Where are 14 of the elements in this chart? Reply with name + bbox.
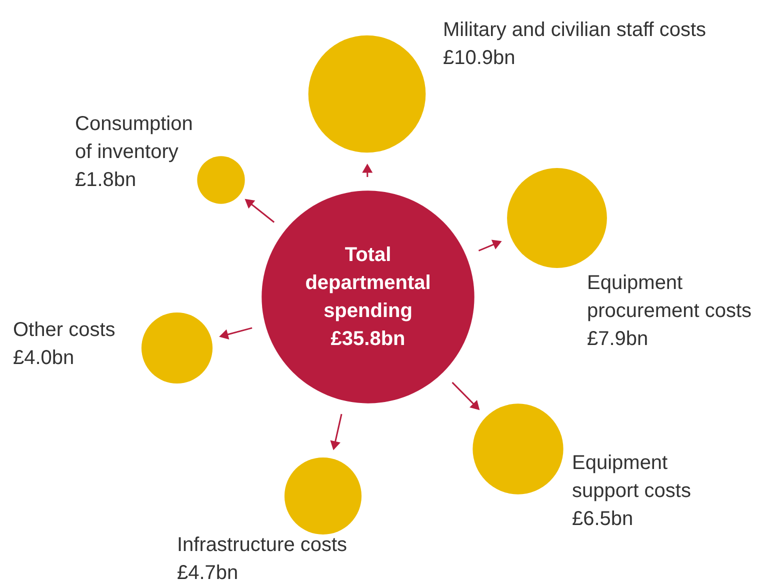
category-label: Consumption of inventory <box>75 113 193 163</box>
category-label: Military and civilian staff costs <box>443 19 706 41</box>
category-label: Equipment procurement costs <box>587 272 752 322</box>
data-label: £4.7bn <box>177 562 238 584</box>
data-label: £35.8bn <box>330 328 406 350</box>
category-label: Other costs <box>13 319 116 341</box>
data-label: £10.9bn <box>443 47 516 69</box>
data-label: £4.0bn <box>13 347 74 369</box>
category-label: Total departmental spending <box>305 244 431 322</box>
category-label: Infrastructure costs <box>177 534 348 556</box>
category-label: Equipment support costs <box>572 452 691 502</box>
data-label: £1.8bn <box>75 169 136 191</box>
data-label: £6.5bn <box>572 508 634 530</box>
data-label: £7.9bn <box>587 328 648 350</box>
